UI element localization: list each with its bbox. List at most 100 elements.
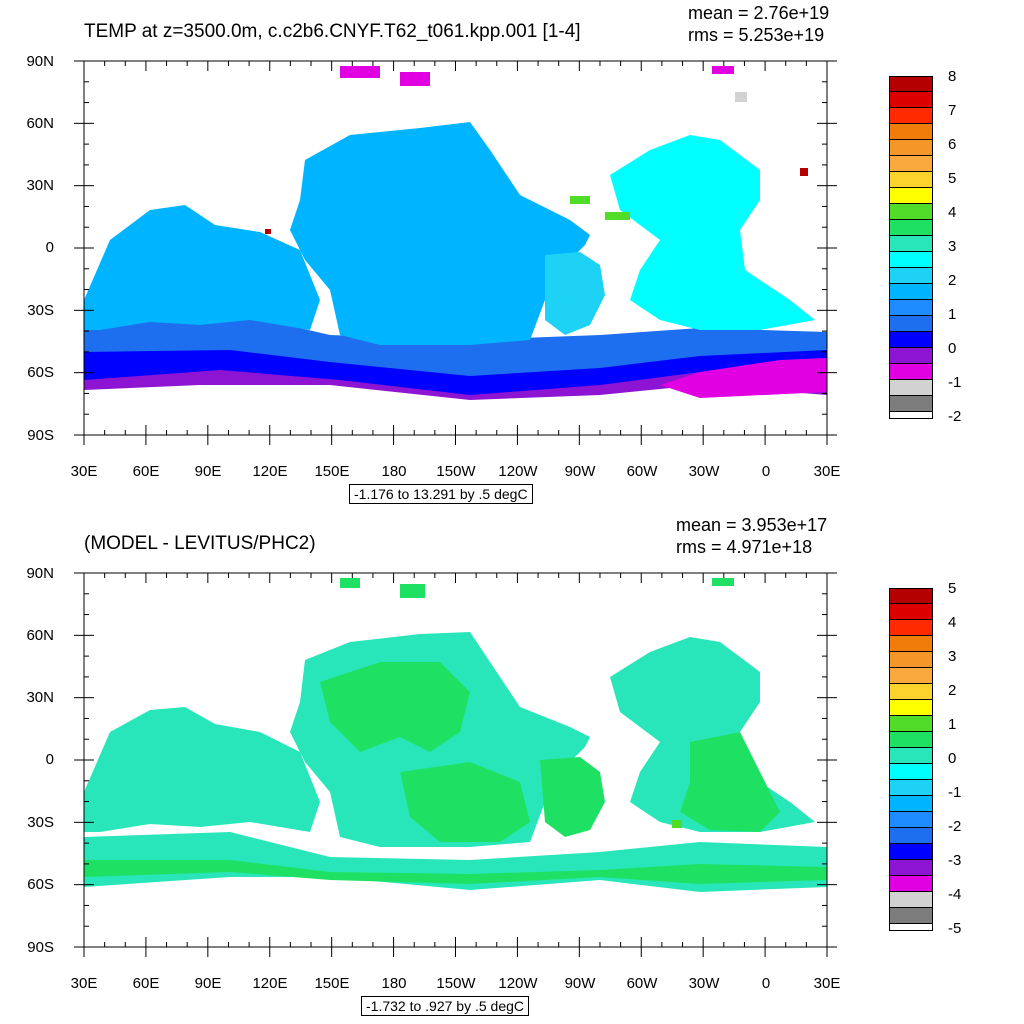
y-tick-label: 90N [26,53,54,70]
y-tick-label: 60N [26,115,54,132]
mean-stat: mean = 2.76e+19 [688,3,830,23]
colorbar-swatch [889,380,933,396]
difference-ocean-field [84,578,827,892]
rms-stat: rms = 5.253e+19 [688,25,825,45]
x-tick-label: 60W [626,463,658,480]
colorbar [889,76,933,412]
y-tick-label: 0 [45,751,54,768]
colorbar-swatch [889,332,933,348]
colorbar-swatch [889,620,933,636]
colorbar-swatch [889,588,933,604]
colorbar-label: 2 [948,682,957,699]
temperature-map-frame [74,60,837,445]
chart-title: (MODEL - LEVITUS/PHC2) [84,533,316,554]
colorbar-label: 5 [948,580,957,597]
colorbar-swatch [889,140,933,156]
x-tick-label: 120W [498,463,538,480]
colorbar-swatch [889,268,933,284]
colorbar-label: 3 [948,238,957,255]
x-tick-label: 30W [688,463,720,480]
y-tick-label: 90S [27,939,54,956]
colorbar-swatch [889,204,933,220]
colorbar-swatch [889,780,933,796]
temperature-map [74,60,837,445]
colorbar-swatch [889,700,933,716]
x-tick-label: 60E [132,463,160,480]
colorbar-swatch [889,828,933,844]
x-tick-label: 120W [498,975,538,992]
colorbar-label: 1 [948,306,957,323]
x-tick-label: 0 [761,463,771,480]
colorbar-swatch [889,684,933,700]
colorbar-swatch [889,300,933,316]
colorbar-swatch [889,396,933,412]
x-tick-label: 150E [314,975,350,992]
colorbar-swatch [889,156,933,172]
colorbar-swatch [889,716,933,732]
x-tick-label: 0 [761,975,771,992]
chart-title: TEMP at z=3500.0m, c.c2b6.CNYF.T62_t061.… [84,21,581,42]
y-tick-label: 30S [27,302,54,319]
colorbar-label: 2 [948,272,957,289]
panel-difference: (MODEL - LEVITUS/PHC2) mean = 3.953e+17 … [0,512,1024,1024]
colorbar-swatch [889,220,933,236]
colorbar-label: 5 [948,170,957,187]
colorbar-swatch [889,124,933,140]
colorbar-label: -4 [948,886,962,903]
x-tick-label: 30E [813,975,841,992]
mean-stat: mean = 3.953e+17 [676,515,828,535]
colorbar-swatch [889,908,933,924]
panel-temperature: TEMP at z=3500.0m, c.c2b6.CNYF.T62_t061.… [26,3,962,504]
y-tick-label: 60N [26,627,54,644]
x-tick-label: 90E [194,975,222,992]
colorbar-label: -2 [948,408,962,425]
colorbar-swatch [889,76,933,92]
colorbar-swatch [889,348,933,364]
colorbar-swatch [889,748,933,764]
colorbar-label: 4 [948,204,957,221]
colorbar-swatch [889,92,933,108]
x-tick-label: 60W [626,975,658,992]
difference-map-frame [74,572,837,957]
y-tick-label: 60S [27,364,54,381]
temperature-ocean-field [84,66,827,400]
x-tick-label: 30E [813,463,841,480]
x-tick-label: 180 [381,463,407,480]
colorbar-label: -2 [948,818,962,835]
y-tick-label: 30S [27,814,54,831]
colorbar-swatch [889,636,933,652]
colorbar-label: 6 [948,136,957,153]
colorbar-swatch [889,604,933,620]
colorbar-swatch [889,172,933,188]
x-tick-label: 30E [70,463,98,480]
difference-map [74,572,837,957]
colorbar-label: 1 [948,716,957,733]
colorbar-label: 8 [948,68,957,85]
y-tick-label: 60S [27,876,54,893]
colorbar-swatch [889,812,933,828]
y-tick-label: 90S [27,427,54,444]
colorbar-label: 7 [948,102,957,119]
colorbar-swatch [889,188,933,204]
colorbar [889,588,933,924]
colorbar-label: -3 [948,852,962,869]
x-tick-label: 120E [252,975,288,992]
colorbar-swatch [889,316,933,332]
x-tick-label: 180 [381,975,407,992]
x-tick-label: 120E [252,463,288,480]
colorbar-label: 0 [948,750,957,767]
x-tick-label: 150E [314,463,350,480]
colorbar-swatch [889,732,933,748]
y-tick-label: 90N [26,565,54,582]
contour-range-label: -1.732 to .927 by .5 degC [361,996,529,1016]
colorbar-label: -1 [948,784,962,801]
x-tick-label: 60E [132,975,160,992]
colorbar-swatch [889,860,933,876]
y-tick-label: 30N [26,177,54,194]
x-tick-label: 30E [70,975,98,992]
x-tick-label: 30W [688,975,720,992]
colorbar-label: -5 [948,920,962,937]
x-tick-label: 90E [194,463,222,480]
colorbar-label: -1 [948,374,962,391]
colorbar-swatch [889,668,933,684]
